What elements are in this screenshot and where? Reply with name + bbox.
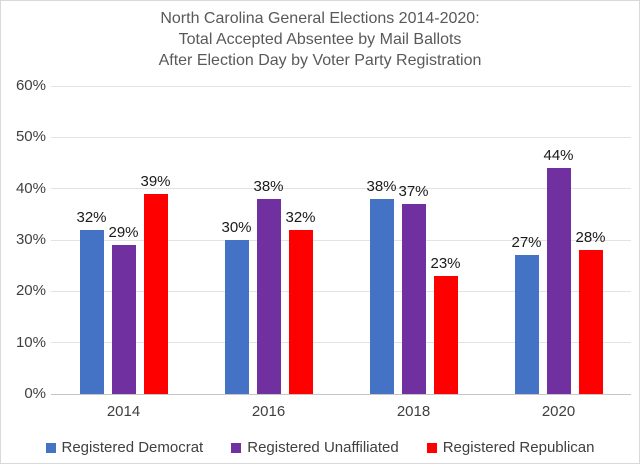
bar-registered-democrat xyxy=(224,240,249,394)
x-axis-category-label: 2016 xyxy=(251,403,286,420)
y-gridline xyxy=(51,85,631,87)
y-gridline xyxy=(51,239,631,241)
y-axis-tick-label: 0% xyxy=(24,385,46,402)
y-axis-tick-label: 40% xyxy=(15,179,46,197)
data-label: 38% xyxy=(253,177,284,195)
y-axis-tick-label: 30% xyxy=(15,231,46,248)
y-gridline xyxy=(51,342,631,344)
data-label: 29% xyxy=(108,224,139,242)
chart-title-line-3: After Election Day by Voter Party Regist… xyxy=(158,52,482,69)
bar-registered-unaffiliated xyxy=(111,245,136,394)
chart-title: North Carolina General Elections 2014-20… xyxy=(1,8,639,71)
data-label: 38% xyxy=(366,177,397,195)
data-label: 23% xyxy=(430,254,461,272)
x-axis-category-label: 2018 xyxy=(396,403,431,420)
data-label: 44% xyxy=(543,147,574,165)
bar-registered-democrat xyxy=(79,229,104,394)
bar-registered-democrat xyxy=(514,255,539,394)
data-label: 27% xyxy=(511,234,542,252)
data-label: 39% xyxy=(140,172,171,190)
data-label: 28% xyxy=(575,229,606,247)
data-label: 30% xyxy=(221,219,252,236)
bar-registered-unaffiliated xyxy=(401,204,426,394)
legend-label: Registered Republican xyxy=(442,439,595,456)
chart-title-line-1: North Carolina General Elections 2014-20… xyxy=(160,10,480,27)
bar-registered-republican xyxy=(433,275,458,394)
y-gridline xyxy=(51,188,631,190)
data-label: 32% xyxy=(76,208,107,226)
bar-registered-republican xyxy=(288,229,313,394)
chart-title-line-2: Total Accepted Absentee by Mail Ballots xyxy=(178,31,462,48)
bar-registered-unaffiliated xyxy=(546,168,571,394)
legend-swatch-icon xyxy=(426,442,437,453)
x-axis-category-label: 2020 xyxy=(541,403,576,420)
y-gridline xyxy=(51,290,631,292)
legend-item: Registered Democrat xyxy=(45,439,204,456)
y-axis-tick-label: 10% xyxy=(15,333,46,351)
data-label: 37% xyxy=(398,183,429,201)
legend: Registered Democrat Registered Unaffiliat… xyxy=(1,439,639,456)
y-axis-tick-label: 60% xyxy=(15,77,46,94)
x-axis-line xyxy=(51,393,631,395)
bar-registered-republican xyxy=(578,250,603,394)
bar-registered-republican xyxy=(143,193,168,394)
legend-swatch-icon xyxy=(231,442,242,453)
y-gridline xyxy=(51,136,631,138)
legend-item: Registered Unaffiliated xyxy=(231,439,399,456)
bar-registered-democrat xyxy=(369,198,394,394)
data-label: 32% xyxy=(285,208,316,226)
bar-registered-unaffiliated xyxy=(256,198,281,394)
y-axis-tick-label: 20% xyxy=(15,282,46,300)
x-axis-category-label: 2014 xyxy=(106,403,141,420)
legend-label: Registered Democrat xyxy=(61,439,204,456)
y-axis-tick-label: 50% xyxy=(15,128,46,146)
legend-swatch-icon xyxy=(45,442,56,453)
legend-label: Registered Unaffiliated xyxy=(247,439,399,456)
legend-item: Registered Republican xyxy=(426,439,595,456)
